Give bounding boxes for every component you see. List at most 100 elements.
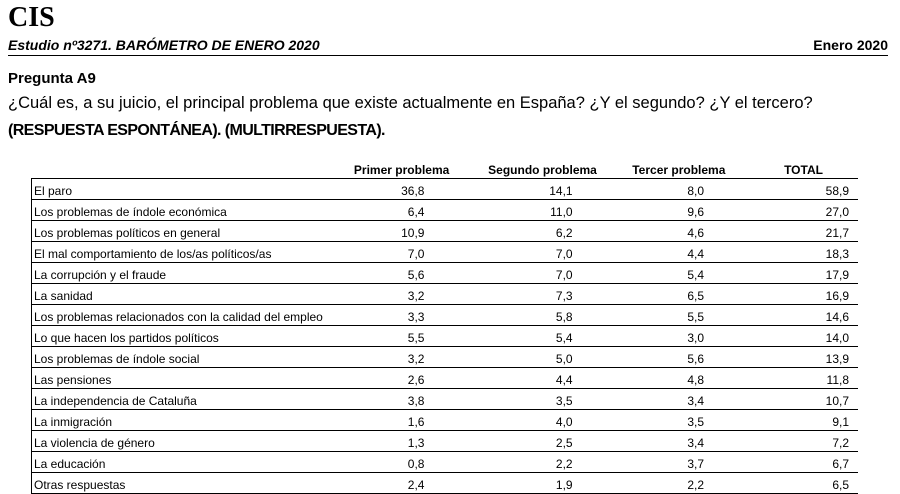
cell-segundo: 1,9	[476, 472, 609, 494]
row-label: La violencia de género	[30, 430, 327, 452]
cell-tercer: 6,5	[608, 283, 750, 305]
cell-segundo: 5,8	[476, 304, 609, 326]
cell-segundo: 6,2	[476, 220, 609, 242]
cell-total: 7,2	[749, 430, 858, 452]
study-title: Estudio nº3271. BARÓMETRO DE ENERO 2020	[8, 37, 320, 53]
cell-primer: 3,8	[326, 388, 477, 410]
cell-tercer: 3,7	[608, 451, 750, 473]
cell-primer: 7,0	[326, 241, 477, 263]
row-label: Los problemas relacionados con la calida…	[30, 304, 327, 326]
table-row: La inmigración 1,6 4,0 3,5 9,1	[30, 409, 858, 431]
cell-primer: 3,2	[326, 346, 477, 368]
cell-primer: 3,2	[326, 283, 477, 305]
column-header-tercer: Tercer problema	[632, 162, 726, 177]
cell-total: 14,0	[749, 325, 858, 347]
cell-segundo: 7,0	[476, 262, 609, 284]
row-label: La inmigración	[30, 409, 327, 431]
cell-primer: 6,4	[326, 199, 477, 221]
row-label: El paro	[30, 178, 327, 200]
cell-primer: 10,9	[326, 220, 477, 242]
cell-total: 6,5	[749, 472, 858, 494]
row-label: Lo que hacen los partidos políticos	[30, 325, 327, 347]
cell-total: 17,9	[749, 262, 858, 284]
study-date: Enero 2020	[813, 37, 888, 53]
cell-tercer: 3,4	[608, 388, 750, 410]
column-header-total: TOTAL	[784, 162, 823, 177]
table-row: Los problemas relacionados con la calida…	[30, 304, 858, 326]
cell-tercer: 5,5	[608, 304, 750, 326]
table-row: Los problemas de índole económica 6,4 11,0…	[30, 199, 858, 221]
table-row: La sanidad 3,2 7,3 6,5 16,9	[30, 283, 858, 305]
cell-tercer: 4,4	[608, 241, 750, 263]
cell-total: 14,6	[749, 304, 858, 326]
table-row: La corrupción y el fraude 5,6 7,0 5,4 17,9	[30, 262, 858, 284]
cell-total: 9,1	[749, 409, 858, 431]
cell-segundo: 5,0	[476, 346, 609, 368]
cell-primer: 1,6	[326, 409, 477, 431]
row-label: Otras respuestas	[30, 472, 327, 494]
cell-segundo: 7,3	[476, 283, 609, 305]
cell-segundo: 7,0	[476, 241, 609, 263]
cell-tercer: 5,6	[608, 346, 750, 368]
cell-tercer: 2,2	[608, 472, 750, 494]
row-label: La sanidad	[30, 283, 327, 305]
table-row: Otras respuestas 2,4 1,9 2,2 6,5	[30, 472, 858, 494]
cell-primer: 36,8	[326, 178, 477, 200]
table-row: Lo que hacen los partidos políticos 5,5 5,…	[30, 325, 858, 347]
table-row: La violencia de género 1,3 2,5 3,4 7,2	[30, 430, 858, 452]
question-label: Pregunta A9	[8, 70, 96, 87]
cell-primer: 3,3	[326, 304, 477, 326]
row-label: El mal comportamiento de los/as político…	[30, 241, 327, 263]
table-row: El mal comportamiento de los/as político…	[30, 241, 858, 263]
table-row: Las pensiones 2,6 4,4 4,8 11,8	[30, 367, 858, 389]
row-label: La independencia de Cataluña	[30, 388, 327, 410]
cell-tercer: 3,0	[608, 325, 750, 347]
row-label: Las pensiones	[30, 367, 327, 389]
cell-tercer: 5,4	[608, 262, 750, 284]
row-label: La corrupción y el fraude	[30, 262, 327, 284]
cell-tercer: 9,6	[608, 199, 750, 221]
table-header-row: Primer problema Segundo problema Tercer …	[31, 161, 858, 179]
column-header-segundo: Segundo problema	[488, 162, 597, 177]
cell-tercer: 4,8	[608, 367, 750, 389]
cell-total: 58,9	[749, 178, 858, 200]
table-row: Los problemas de índole social 3,2 5,0 5,6 1…	[30, 346, 858, 368]
study-header: Estudio nº3271. BARÓMETRO DE ENERO 2020 …	[8, 37, 888, 56]
cell-tercer: 3,5	[608, 409, 750, 431]
cell-segundo: 4,0	[476, 409, 609, 431]
results-table: Primer problema Segundo problema Tercer …	[30, 161, 858, 494]
cell-total: 11,8	[749, 367, 858, 389]
column-header-primer: Primer problema	[353, 162, 450, 177]
cell-total: 21,7	[749, 220, 858, 242]
cell-primer: 2,4	[326, 472, 477, 494]
cell-primer: 5,5	[326, 325, 477, 347]
row-label: La educación	[30, 451, 327, 473]
cis-logo: CIS	[8, 2, 55, 33]
cell-segundo: 2,5	[476, 430, 609, 452]
cell-segundo: 14,1	[476, 178, 609, 200]
row-label: Los problemas de índole social	[30, 346, 327, 368]
cell-total: 18,3	[749, 241, 858, 263]
cell-segundo: 11,0	[476, 199, 609, 221]
cell-primer: 1,3	[326, 430, 477, 452]
row-label: Los problemas políticos en general	[30, 220, 327, 242]
column-header-label	[32, 161, 327, 179]
table-row: La educación 0,8 2,2 3,7 6,7	[30, 451, 858, 473]
row-label: Los problemas de índole económica	[30, 199, 327, 221]
cell-total: 16,9	[749, 283, 858, 305]
cell-primer: 2,6	[326, 367, 477, 389]
table-row: El paro 36,8 14,1 8,0 58,9	[30, 178, 858, 200]
cell-total: 13,9	[749, 346, 858, 368]
table-body: El paro 36,8 14,1 8,0 58,9 Los problemas de í…	[30, 178, 858, 494]
cell-primer: 5,6	[326, 262, 477, 284]
cell-total: 6,7	[749, 451, 858, 473]
cell-total: 27,0	[749, 199, 858, 221]
cell-segundo: 4,4	[476, 367, 609, 389]
question-note: (RESPUESTA ESPONTÁNEA). (MULTIRRESPUESTA…	[8, 122, 385, 139]
cell-segundo: 2,2	[476, 451, 609, 473]
cell-segundo: 3,5	[476, 388, 609, 410]
cell-tercer: 4,6	[608, 220, 750, 242]
table-row: La independencia de Cataluña 3,8 3,5 3,4 10,…	[30, 388, 858, 410]
cell-primer: 0,8	[326, 451, 477, 473]
cell-segundo: 5,4	[476, 325, 609, 347]
